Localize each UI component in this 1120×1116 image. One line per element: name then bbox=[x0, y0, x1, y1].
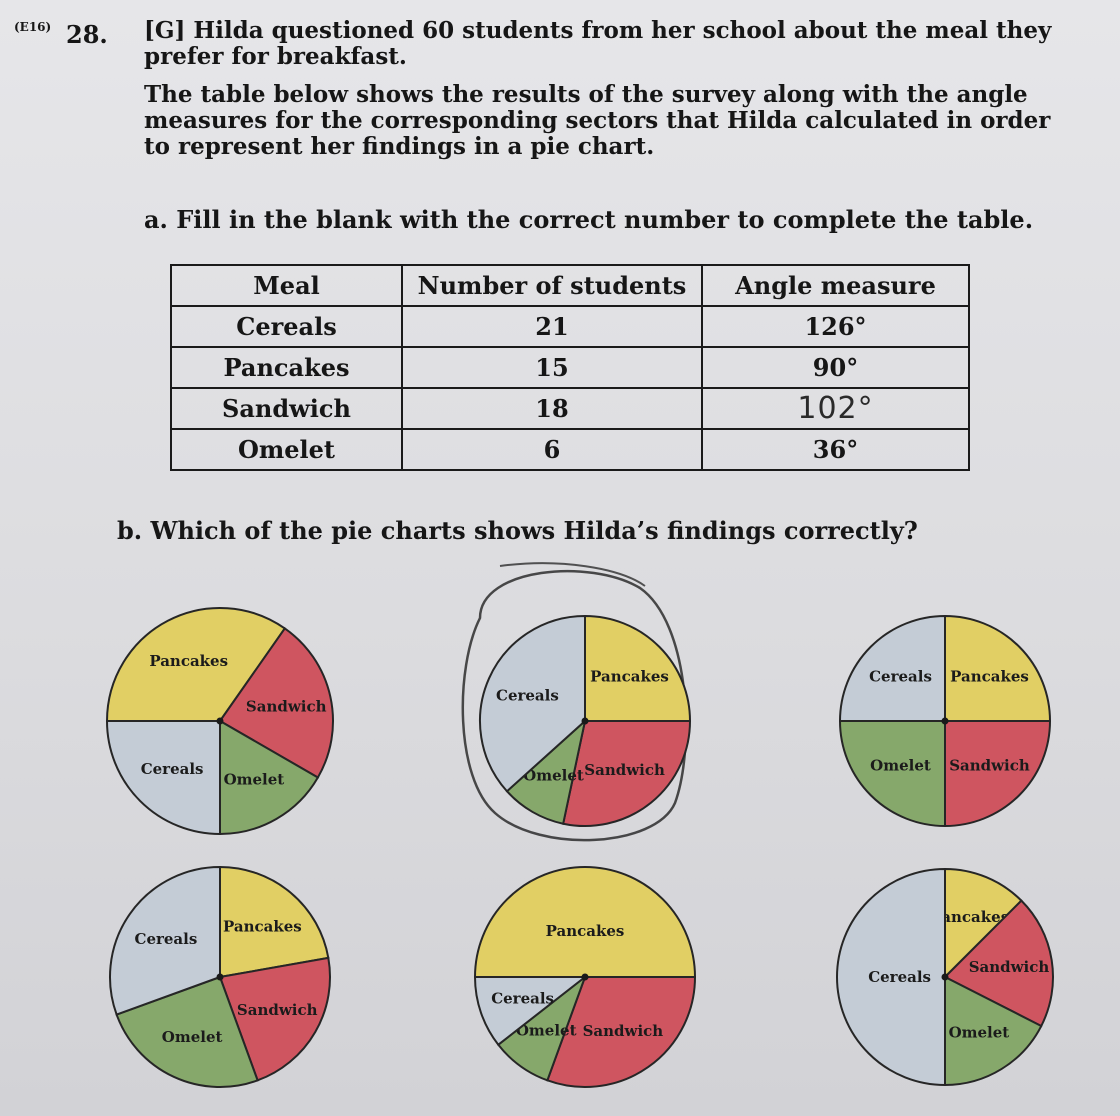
pie-chart-option-5[interactable]: Pancakes Sandwich Omelet Cereals bbox=[470, 862, 700, 1092]
pie-label-cereals: Cereals bbox=[135, 930, 198, 948]
table-row: Pancakes 15 90° bbox=[170, 346, 970, 389]
pie-sector-pancakes bbox=[584, 614, 692, 722]
part-a-prompt: a. Fill in the blank with the correct nu… bbox=[144, 205, 1034, 234]
header-number-of-students: Number of students bbox=[401, 264, 703, 307]
pie-sector-cereals bbox=[836, 867, 946, 1087]
pie-label-sandwich: Sandwich bbox=[246, 697, 327, 715]
pie-sector-sandwich bbox=[546, 976, 697, 1088]
table-row: Omelet 6 36° bbox=[170, 428, 970, 471]
pie-label-sandwich: Sandwich bbox=[969, 958, 1050, 976]
angle-cell: 90° bbox=[701, 346, 970, 389]
survey-table: Meal Number of students Angle measure Ce… bbox=[170, 264, 970, 471]
pie-sector-pancakes bbox=[105, 607, 287, 722]
pie-center-dot bbox=[581, 973, 589, 981]
problem-intro: [G] Hilda questioned 60 students from he… bbox=[144, 17, 1052, 70]
students-cell: 6 bbox=[401, 428, 703, 471]
handwritten-answer: 102° bbox=[797, 391, 874, 426]
part-b-prompt: b. Which of the pie charts shows Hilda’s… bbox=[117, 516, 918, 545]
pie-label-cereals: Cereals bbox=[491, 990, 554, 1008]
pie-center-dot bbox=[941, 973, 949, 981]
meal-cell: Pancakes bbox=[170, 346, 403, 389]
pie-label-omelet: Omelet bbox=[224, 771, 285, 789]
pie-center-dot bbox=[216, 717, 224, 725]
students-cell: 21 bbox=[401, 305, 703, 348]
pie-label-omelet: Omelet bbox=[516, 1021, 577, 1039]
pie-label-sandwich: Sandwich bbox=[949, 757, 1030, 775]
students-cell: 18 bbox=[401, 387, 703, 430]
pie-label-pancakes: Pancakes bbox=[223, 917, 302, 935]
pie-sector-sandwich bbox=[218, 627, 334, 779]
pen-circle-mark bbox=[461, 562, 688, 842]
pie-label-omelet: Omelet bbox=[523, 767, 584, 785]
pie-sector-pancakes bbox=[473, 866, 697, 978]
pie-sector-sandwich bbox=[944, 720, 1052, 828]
pie-label-omelet: Omelet bbox=[162, 1028, 223, 1046]
pie-sector-omelet bbox=[944, 975, 1043, 1087]
pie-label-cereals: Cereals bbox=[496, 686, 559, 704]
pie-sector-omelet bbox=[219, 719, 320, 836]
angle-cell: 126° bbox=[701, 305, 970, 348]
meal-cell: Omelet bbox=[170, 428, 403, 471]
pie-label-omelet: Omelet bbox=[870, 757, 931, 775]
meal-cell: Sandwich bbox=[170, 387, 403, 430]
table-header-row: Meal Number of students Angle measure bbox=[170, 264, 970, 307]
pie-label-sandwich: Sandwich bbox=[584, 761, 665, 779]
pie-label-pancakes: Pancakes bbox=[546, 922, 625, 940]
pie-sector-cereals bbox=[473, 976, 588, 1047]
pie-sector-omelet bbox=[838, 720, 946, 828]
pie-sector-cereals bbox=[105, 720, 221, 836]
meal-cell: Cereals bbox=[170, 305, 403, 348]
pie-sector-pancakes bbox=[944, 614, 1052, 722]
pie-sector-cereals bbox=[479, 614, 586, 793]
pie-sector-cereals bbox=[838, 614, 946, 722]
pie-label-sandwich: Sandwich bbox=[237, 1001, 318, 1019]
pie-sector-pancakes bbox=[219, 865, 330, 979]
problem-description: The table below shows the results of the… bbox=[144, 81, 1051, 160]
pie-chart-option-1[interactable]: Cereals Pancakes Sandwich Omelet bbox=[105, 606, 335, 836]
pie-label-pancakes: Pancakes bbox=[950, 668, 1029, 686]
pie-sector-omelet bbox=[115, 975, 259, 1088]
pie-sector-cereals bbox=[109, 865, 221, 1016]
pie-label-cereals: Cereals bbox=[141, 760, 204, 778]
pie-sector-sandwich bbox=[561, 720, 692, 827]
pie-label-pancakes: Pancakes bbox=[930, 908, 1009, 926]
pie-label-omelet: Omelet bbox=[949, 1023, 1010, 1041]
problem-tag: (E16) bbox=[14, 20, 52, 34]
pie-chart-option-3[interactable]: Pancakes Sandwich Omelet Cereals bbox=[830, 606, 1060, 836]
pie-label-pancakes: Pancakes bbox=[149, 652, 228, 670]
pie-chart-option-4[interactable]: Pancakes Sandwich Omelet Cereals bbox=[105, 862, 335, 1092]
header-angle-measure: Angle measure bbox=[701, 264, 970, 307]
pie-label-cereals: Cereals bbox=[869, 668, 932, 686]
pie-sector-pancakes bbox=[944, 867, 1023, 980]
angle-cell: 36° bbox=[701, 428, 970, 471]
table-row: Sandwich 18 102° bbox=[170, 387, 970, 430]
table-row: Cereals 21 126° bbox=[170, 305, 970, 348]
problem-number: 28. bbox=[66, 20, 108, 49]
pie-sector-sandwich bbox=[943, 899, 1055, 1028]
header-meal: Meal bbox=[170, 264, 403, 307]
angle-blank-cell[interactable]: 102° bbox=[701, 387, 970, 430]
pie-label-pancakes: Pancakes bbox=[590, 668, 669, 686]
pie-center-dot bbox=[941, 717, 949, 725]
pie-center-dot bbox=[216, 973, 224, 981]
pie-center-dot bbox=[581, 717, 589, 725]
pie-label-sandwich: Sandwich bbox=[583, 1022, 664, 1040]
pie-chart-option-6[interactable]: Pancakes Sandwich Omelet Cereals bbox=[830, 862, 1060, 1092]
students-cell: 15 bbox=[401, 346, 703, 389]
pie-label-cereals: Cereals bbox=[868, 968, 931, 986]
